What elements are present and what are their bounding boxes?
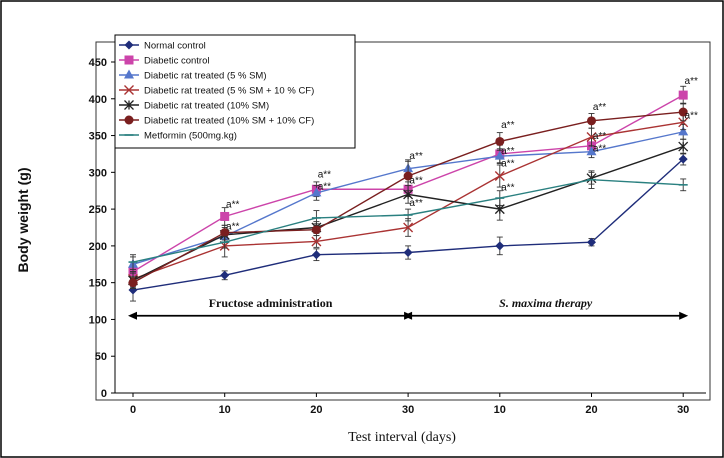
legend: Normal control Diabetic control Diabetic r…: [114, 34, 356, 149]
data-point: [403, 248, 413, 258]
data-point: [494, 171, 505, 182]
y-tick-label: 100: [89, 314, 107, 326]
x-tick-label: 30: [677, 404, 689, 416]
legend-item: Metformin (500mg.kg): [119, 131, 237, 142]
x-axis-title: Test interval (days): [348, 430, 456, 445]
legend-swatch-marker: [124, 55, 134, 65]
significance-label: a**: [501, 120, 514, 131]
significance-label: a**: [685, 76, 698, 87]
legend-label: Normal control: [144, 41, 206, 52]
series-7: [128, 170, 688, 270]
y-tick-label: 200: [89, 241, 107, 253]
data-point: [586, 132, 597, 143]
data-point: [495, 136, 505, 146]
legend-swatch-marker: [124, 69, 134, 79]
legend-swatch-marker: [124, 85, 134, 95]
data-point: [678, 141, 689, 152]
data-point: [311, 225, 321, 235]
data-point: [678, 126, 689, 136]
legend-item: Diabetic rat treated (10% SM): [119, 100, 269, 112]
phase-layer: Fructose administration S. maxima therapy: [128, 296, 689, 320]
legend-swatch-marker: [124, 40, 134, 50]
legend-item: Diabetic rat treated (5 % SM): [119, 69, 267, 82]
significance-label: a**: [409, 175, 422, 186]
y-tick-label: 450: [89, 57, 107, 69]
data-point: [678, 107, 688, 117]
data-point: [587, 116, 596, 126]
data-point: [403, 222, 414, 233]
phase-label: Fructose administration: [209, 296, 333, 310]
data-point: [128, 278, 138, 288]
x-tick-label: 30: [402, 404, 414, 416]
data-point: [678, 117, 689, 128]
significance-label: a**: [501, 183, 514, 194]
y-tick-label: 150: [89, 278, 107, 290]
y-axis-title: Body weight (g): [15, 168, 31, 273]
legend-box: [114, 34, 356, 149]
data-point: [678, 154, 688, 164]
x-tick-label: 10: [219, 404, 231, 416]
legend-item: Diabetic rat treated (10% SM + 10% CF): [119, 115, 314, 127]
phase-arrow-head-right: [679, 311, 689, 320]
axis-layer: 0 50 100 150 200 250 300 350 400 450 0 10 20 30 10 20 30: [89, 56, 706, 416]
significance-label: a**: [318, 169, 331, 180]
significance-label: a**: [226, 222, 239, 233]
significance-label: a**: [318, 181, 331, 192]
phase-label: S. maxima therapy: [499, 296, 593, 310]
plot-area-frame: [95, 41, 711, 401]
series-layer: [128, 85, 689, 302]
data-point: [220, 211, 230, 221]
data-point: [220, 270, 230, 280]
data-point: [494, 204, 505, 215]
legend-item: Diabetic control: [119, 55, 209, 67]
y-tick-label: 300: [89, 167, 107, 179]
annotation-layer: a**a**a**a**a**a**a**a**a**a**a**a**a**a…: [226, 76, 698, 233]
significance-label: a**: [501, 158, 514, 169]
legend-label: Metformin (500mg.kg): [144, 131, 237, 142]
data-point: [403, 189, 414, 200]
significance-label: a**: [593, 102, 606, 113]
y-tick-label: 50: [95, 351, 107, 363]
legend-swatch-marker: [124, 115, 134, 125]
legend-label: Diabetic rat treated (5 % SM + 10 % CF): [144, 86, 314, 97]
data-point: [678, 90, 688, 100]
data-point: [586, 146, 597, 156]
y-tick-label: 350: [89, 131, 107, 143]
x-tick-label: 20: [310, 404, 322, 416]
data-point: [220, 228, 230, 238]
significance-label: a**: [226, 200, 239, 211]
legend-label: Diabetic rat treated (10% SM + 10% CF): [144, 116, 314, 127]
y-tick-label: 250: [89, 204, 107, 216]
data-point: [495, 241, 505, 251]
legend-item: Diabetic rat treated (5 % SM + 10 % CF): [119, 85, 314, 97]
legend-label: Diabetic rat treated (10% SM): [144, 101, 269, 112]
y-tick-label: 0: [101, 388, 107, 400]
y-tick-label: 400: [89, 94, 107, 106]
x-tick-label: 10: [494, 404, 506, 416]
phase-arrow-head-left: [128, 311, 137, 320]
data-point: [587, 237, 596, 247]
significance-label: a**: [409, 151, 422, 162]
significance-label: a**: [501, 146, 514, 157]
significance-label: a**: [593, 144, 606, 155]
legend-item: Normal control: [119, 40, 206, 52]
legend-swatch-marker: [124, 100, 134, 110]
x-tick-label: 0: [130, 404, 136, 416]
data-point: [311, 187, 322, 197]
significance-label: a**: [685, 111, 698, 122]
data-point: [494, 150, 505, 160]
significance-label: a**: [593, 131, 606, 142]
legend-label: Diabetic rat treated (5 % SM): [144, 71, 267, 82]
phase-arrow-head-left: [403, 311, 413, 320]
x-tick-label: 20: [585, 404, 597, 416]
series-6: [128, 102, 688, 290]
data-point: [403, 171, 413, 181]
data-point: [311, 250, 321, 260]
data-point: [311, 236, 322, 247]
significance-label: a**: [409, 198, 422, 209]
legend-label: Diabetic control: [144, 56, 209, 67]
